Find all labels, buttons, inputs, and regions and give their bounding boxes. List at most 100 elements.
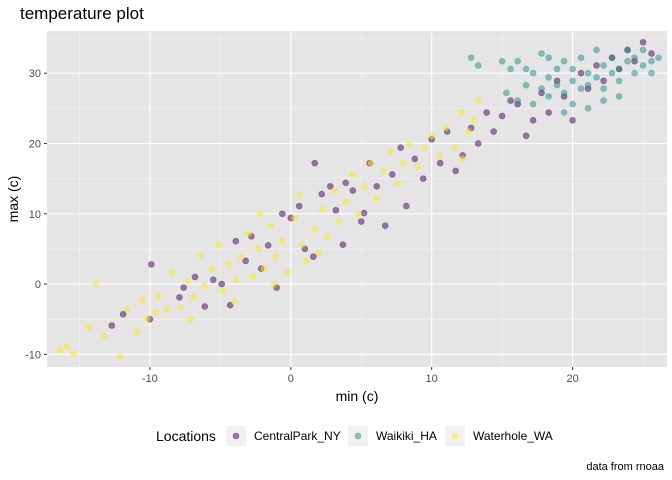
point-waikiki-ha [569,100,576,108]
point-waterhole-wa [155,293,162,301]
x-tick-label: 0 [288,373,294,385]
point-waterhole-wa [355,210,362,218]
point-waikiki-ha [522,65,530,73]
point-waterhole-wa [255,245,262,253]
point-centralpark-ny [326,183,334,190]
point-waikiki-ha [593,74,600,81]
point-waikiki-ha [615,93,623,100]
point-waterhole-wa [349,171,357,178]
point-waterhole-wa [465,128,472,135]
point-waterhole-wa [360,183,368,190]
point-waterhole-wa [311,225,319,233]
point-waterhole-wa [152,308,159,316]
point-centralpark-ny [403,202,410,210]
point-waikiki-ha [639,46,647,54]
point-centralpark-ny [108,322,116,329]
point-waikiki-ha [522,81,530,89]
y-axis-ticks: -10 0 10 20 30 [25,68,47,361]
point-waikiki-ha [569,77,576,85]
point-centralpark-ny [232,237,240,245]
point-waterhole-wa [367,159,375,167]
point-waterhole-wa [177,303,185,311]
point-waterhole-wa [450,144,458,151]
point-waterhole-wa [215,241,223,248]
point-centralpark-ny [373,183,381,190]
point-waikiki-ha [631,69,638,77]
point-waterhole-wa [442,124,450,132]
point-waterhole-wa [335,218,342,225]
point-waikiki-ha [584,69,592,77]
x-axis-ticks: -10 0 10 20 [142,367,579,385]
point-waikiki-ha [584,81,592,89]
point-waterhole-wa [380,167,388,175]
point-waterhole-wa [405,140,413,147]
point-centralpark-ny [388,171,396,178]
point-waterhole-wa [116,353,124,361]
point-waikiki-ha [553,81,561,89]
point-waikiki-ha [648,57,655,65]
point-waikiki-ha [624,46,631,54]
point-waterhole-wa [421,144,428,151]
point-waterhole-wa [63,343,71,350]
point-centralpark-ny [342,179,350,187]
legend-items: CentralPark_NY Waikiki_HA Waterhole_WA [226,426,553,446]
legend: Locations CentralPark_NY Waikiki_HA Waterh… [156,426,553,446]
point-waterhole-wa [284,268,292,276]
point-waikiki-ha [467,54,475,62]
point-waikiki-ha [545,54,552,62]
point-centralpark-ny [490,128,497,135]
x-tick-label: 10 [426,373,438,385]
point-waterhole-wa [101,332,109,340]
point-waterhole-wa [184,277,192,285]
point-waterhole-wa [197,251,204,259]
point-waterhole-wa [279,237,286,245]
point-waikiki-ha [577,54,585,62]
data-points [56,38,662,361]
point-waterhole-wa [208,265,216,272]
point-waikiki-ha [569,65,576,73]
legend-title: Locations [156,428,216,444]
point-waterhole-wa [70,350,78,357]
point-centralpark-ny [226,301,234,309]
point-waterhole-wa [231,298,238,305]
point-centralpark-ny [357,218,365,225]
point-centralpark-ny [180,284,187,291]
point-waterhole-wa [459,155,466,163]
point-centralpark-ny [264,242,272,249]
point-waterhole-wa [201,282,209,290]
point-centralpark-ny [301,245,309,253]
point-waterhole-wa [143,315,151,322]
legend-label-centralpark-ny: CentralPark_NY [254,429,341,443]
point-waterhole-wa [139,296,147,303]
point-centralpark-ny [522,132,530,140]
point-centralpark-ny [498,112,506,120]
point-waterhole-wa [256,210,264,218]
legend-label-waterhole-wa: Waterhole_WA [473,429,553,443]
point-waterhole-wa [232,276,240,284]
point-waterhole-wa [245,230,252,237]
point-waterhole-wa [225,261,233,268]
point-centralpark-ny [318,190,326,198]
y-tick-label: 30 [29,68,41,80]
point-centralpark-ny [349,187,357,194]
point-centralpark-ny [310,253,317,260]
point-centralpark-ny [600,77,607,85]
point-centralpark-ny [147,261,155,268]
point-waikiki-ha [529,69,537,77]
point-waterhole-wa [394,179,402,187]
point-waterhole-wa [331,187,338,194]
y-tick-label: -10 [25,349,41,361]
point-waikiki-ha [560,57,568,65]
point-waikiki-ha [560,89,568,97]
point-waterhole-wa [56,346,63,354]
chart-caption: data from rnoaa [586,461,665,473]
point-waterhole-wa [315,249,323,257]
point-waikiki-ha [545,74,552,81]
point-waterhole-wa [291,214,299,222]
point-waterhole-wa [436,152,444,159]
point-centralpark-ny [397,144,404,151]
point-waterhole-wa [414,163,421,170]
point-centralpark-ny [639,38,647,46]
point-centralpark-ny [360,209,368,217]
